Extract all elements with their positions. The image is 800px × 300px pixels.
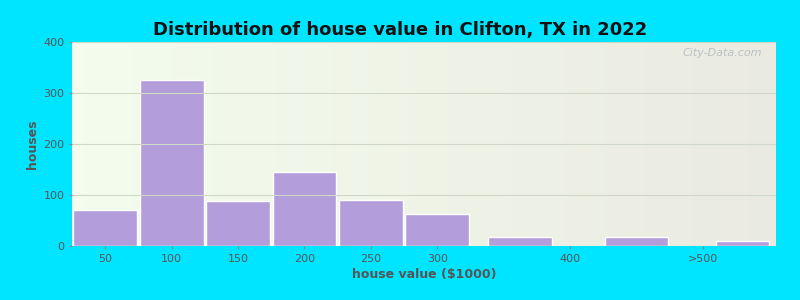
Bar: [273, 172, 336, 246]
Bar: [488, 237, 551, 246]
Bar: [206, 201, 270, 246]
Bar: [605, 237, 669, 246]
Bar: [339, 200, 402, 246]
Text: City-Data.com: City-Data.com: [682, 48, 762, 58]
X-axis label: house value ($1000): house value ($1000): [352, 268, 496, 281]
Text: Distribution of house value in Clifton, TX in 2022: Distribution of house value in Clifton, …: [153, 21, 647, 39]
Bar: [140, 80, 203, 246]
Bar: [74, 210, 137, 246]
Bar: [716, 241, 770, 246]
Bar: [406, 214, 469, 246]
Y-axis label: houses: houses: [26, 119, 39, 169]
